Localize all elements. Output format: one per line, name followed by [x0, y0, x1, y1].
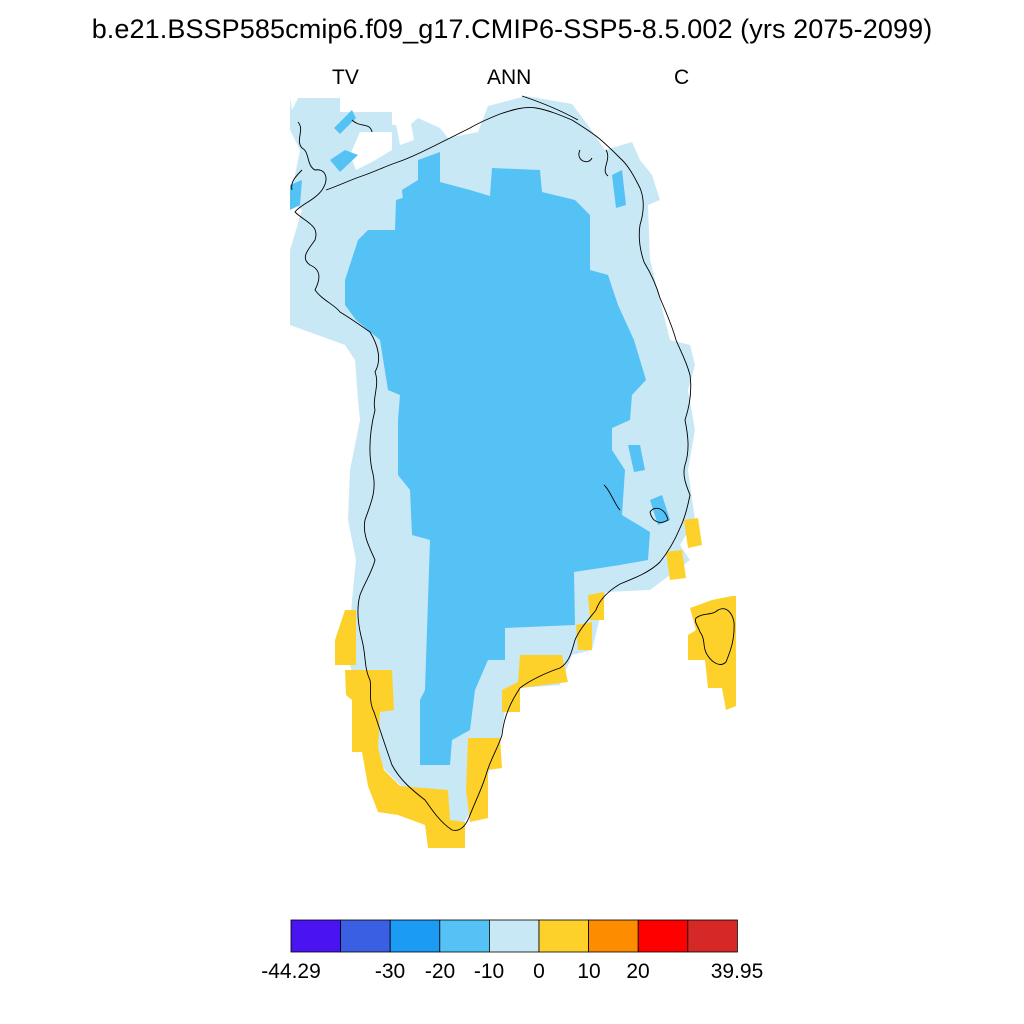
colorbar-box: [340, 919, 391, 953]
coastline: [291, 95, 735, 831]
colorbar-box: [488, 919, 540, 953]
patch-dark: [290, 180, 302, 210]
colorbar-tick-label: -10: [473, 960, 505, 983]
patch-dark: [628, 445, 645, 472]
colorbar-tick-label: 0: [533, 960, 545, 983]
colorbar: [290, 919, 738, 953]
patch-dark: [334, 110, 356, 134]
field-yellow: [335, 518, 736, 848]
colorbar-box: [290, 919, 341, 953]
colorbar-box: [538, 919, 589, 953]
patch-dark: [330, 150, 358, 172]
variable-label: TV: [332, 66, 359, 89]
gap: [350, 132, 392, 170]
colorbar-tick-label: 20: [626, 960, 650, 983]
season-label: ANN: [487, 66, 532, 89]
gap: [290, 98, 298, 110]
colorbar-tick-label: 39.95: [710, 960, 764, 983]
colorbar-box: [637, 919, 689, 953]
colorbar-tick-label: -20: [424, 960, 456, 983]
colorbar-box: [439, 919, 490, 953]
colorbar-box: [687, 919, 738, 953]
plot-title: b.e21.BSSP585cmip6.f09_g17.CMIP6-SSP5-8.…: [91, 14, 933, 44]
colorbar-tick-label: 10: [577, 960, 601, 983]
colorbar-tick-label: -44.29: [261, 960, 321, 983]
patch-dark: [650, 495, 670, 525]
patch-dark: [402, 180, 420, 210]
field-dark-blue: [345, 152, 650, 765]
gap: [396, 118, 414, 145]
colorbar-box: [389, 919, 441, 953]
colorbar-tick-label: -30: [374, 960, 406, 983]
colorbar-box: [588, 919, 639, 953]
units-label: C: [674, 66, 690, 89]
patch-dark: [612, 170, 626, 208]
